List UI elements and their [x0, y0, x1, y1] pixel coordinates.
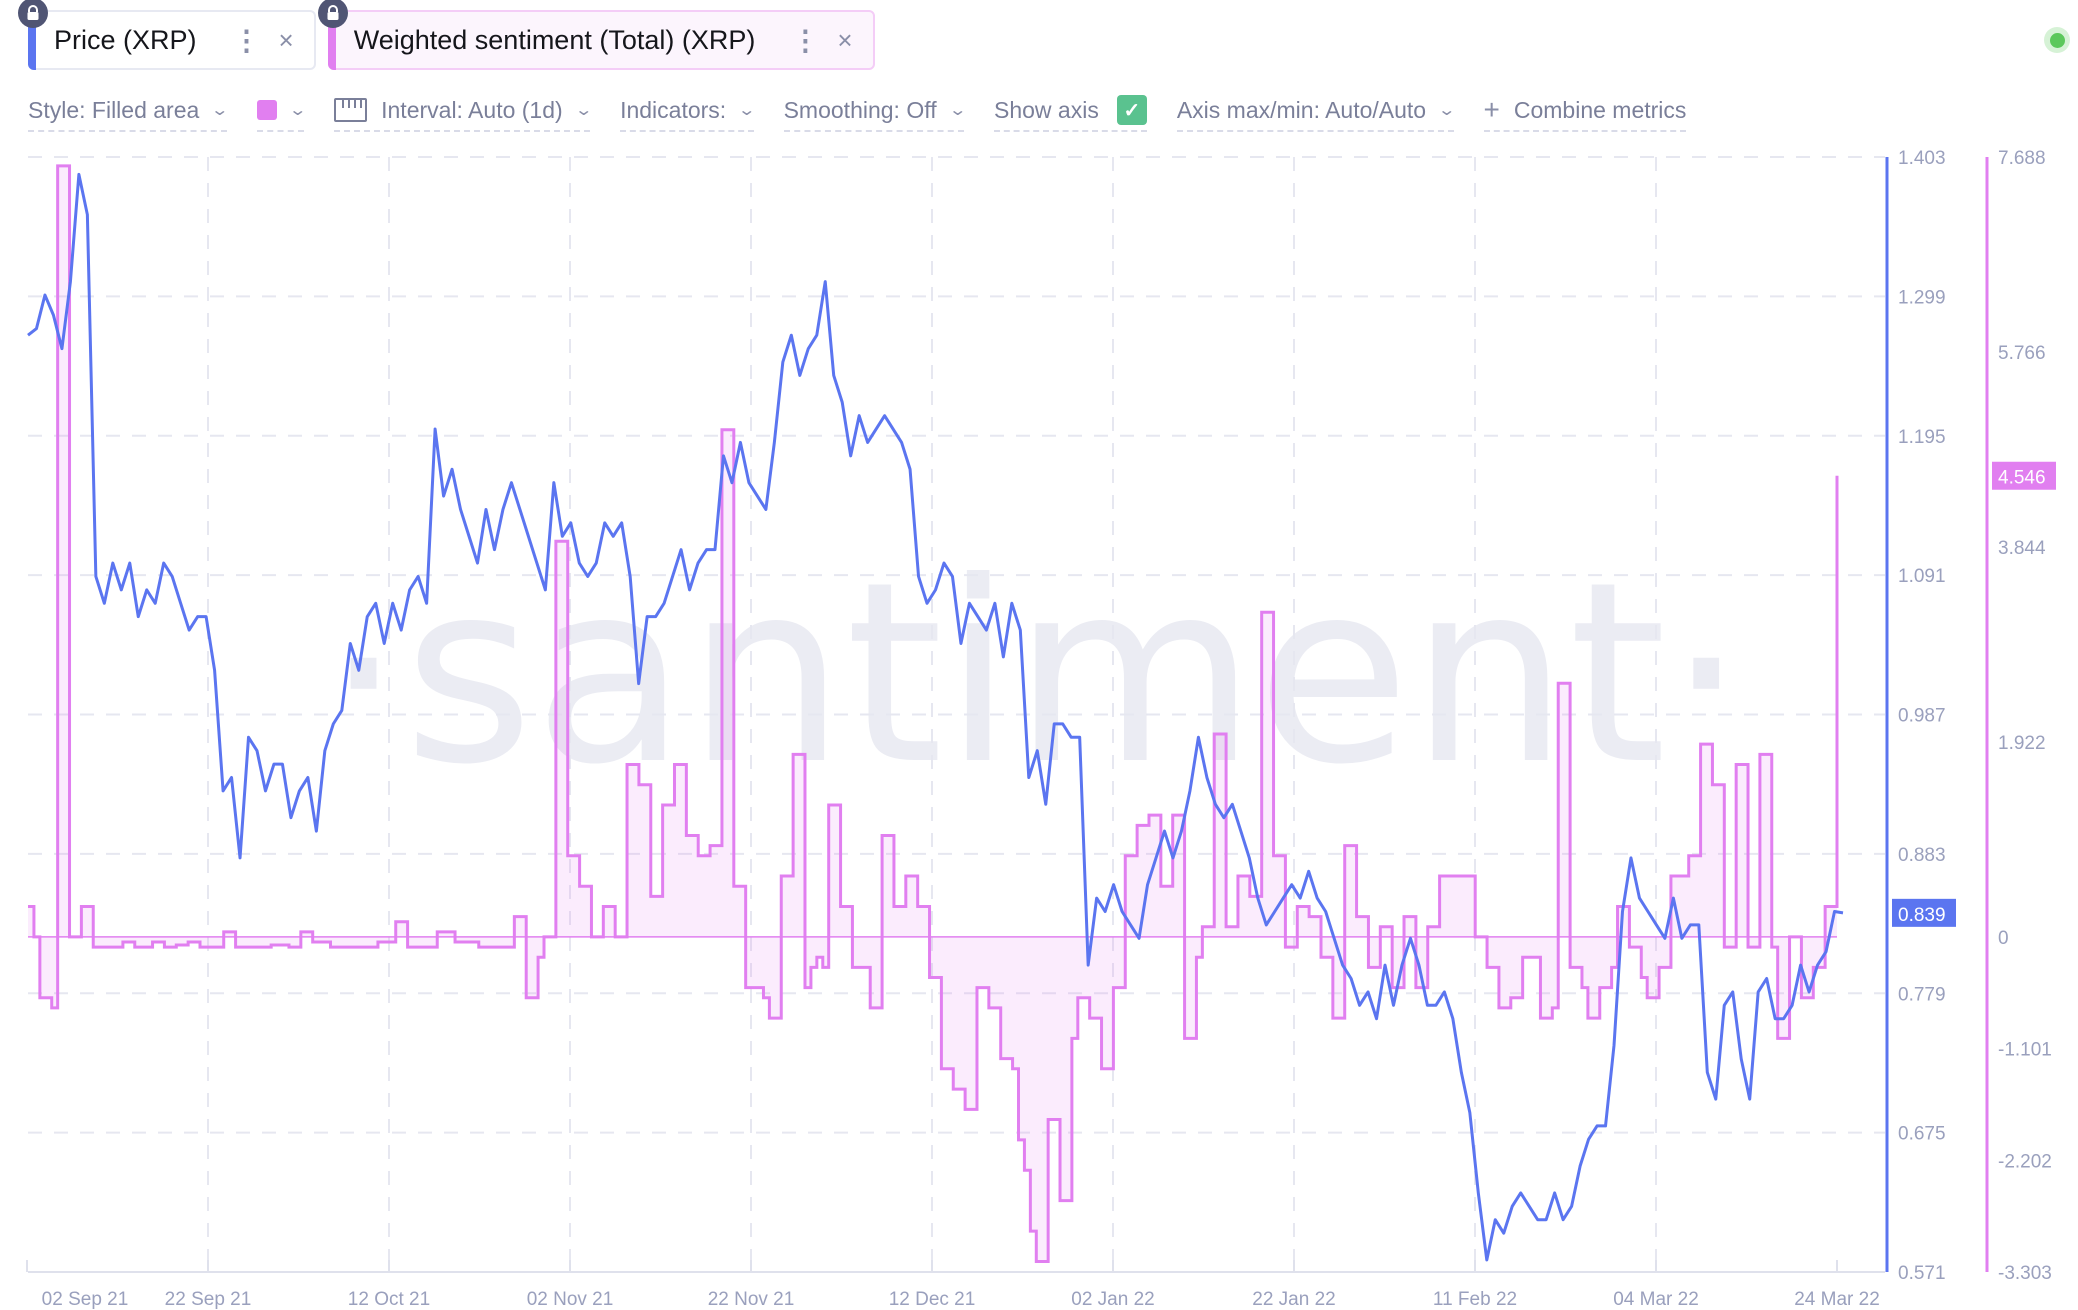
sentiment-line	[28, 164, 1839, 1264]
indicators-dropdown[interactable]: Indicators: ⌄	[620, 92, 757, 132]
interval-dropdown[interactable]: Interval: Auto (1d) ⌄	[334, 92, 593, 132]
x-axis-tick-label: 24 Mar 22	[1794, 1289, 1880, 1310]
price-axis-tick-label: 0.675	[1898, 1124, 1946, 1145]
interval-icon	[334, 98, 368, 122]
plus-icon: +	[1483, 94, 1500, 125]
x-axis-tick-label: 22 Nov 21	[708, 1289, 795, 1310]
sentiment-axis-tick-label: 3.844	[1998, 538, 2046, 559]
style-dropdown[interactable]: Style: Filled area ⌄	[28, 92, 230, 132]
x-axis-tick-label: 11 Feb 22	[1433, 1289, 1517, 1310]
show-axis-label: Show axis	[994, 96, 1099, 123]
checkbox-checked-icon[interactable]: ✓	[1116, 95, 1147, 125]
metric-label: Price (XRP)	[54, 24, 197, 55]
sentiment-axis-tick-label: 0	[1998, 928, 2009, 949]
metric-color-bar	[28, 10, 36, 70]
close-icon[interactable]: ×	[837, 24, 853, 55]
metric-tabs: Price (XRP) ⋮ × Weighted sentiment (Tota…	[18, 0, 875, 70]
close-icon[interactable]: ×	[278, 24, 294, 55]
chevron-down-icon: ⌄	[947, 102, 967, 119]
sentiment-axis-tick-label: -2.202	[1998, 1151, 2052, 1172]
price-axis-tick-label: 0.571	[1898, 1263, 1946, 1284]
interval-label: Interval: Auto (1d)	[381, 96, 563, 123]
price-axis-tick-label: 1.195	[1898, 427, 1946, 448]
status-indicator-icon	[2044, 27, 2070, 53]
smoothing-dropdown[interactable]: Smoothing: Off ⌄	[783, 92, 967, 132]
x-axis-tick-label: 04 Mar 22	[1613, 1289, 1699, 1310]
metric-tab-weighted-sentiment[interactable]: Weighted sentiment (Total) (XRP) ⋮ ×	[317, 0, 875, 70]
price-last-value: 0.839	[1898, 905, 1946, 926]
metric-color-bar	[327, 10, 336, 70]
chevron-down-icon: ⌄	[1437, 102, 1457, 119]
metric-tab-price[interactable]: Price (XRP) ⋮ ×	[18, 0, 316, 70]
chart-toolbar: Style: Filled area ⌄ ⌄ Interval: Auto (1…	[28, 92, 1716, 132]
axis-maxmin-dropdown[interactable]: Axis max/min: Auto/Auto ⌄	[1176, 92, 1457, 132]
santiment-watermark: ·santiment·	[324, 528, 1746, 819]
chevron-down-icon: ⌄	[737, 102, 757, 119]
metric-label: Weighted sentiment (Total) (XRP)	[353, 24, 756, 55]
x-axis-tick-label: 02 Jan 22	[1071, 1289, 1154, 1310]
price-axis-tick-label: 1.299	[1898, 287, 1946, 308]
x-axis-tick-label: 02 Nov 21	[527, 1289, 614, 1310]
price-axis-tick-label: 0.883	[1898, 845, 1946, 866]
style-label: Style: Filled area	[28, 96, 200, 123]
x-axis-tick-label: 22 Sep 21	[165, 1289, 252, 1310]
sentiment-axis-tick-label: 5.766	[1998, 343, 2046, 364]
combine-metrics-label: Combine metrics	[1513, 96, 1687, 123]
color-swatch	[256, 100, 277, 120]
sentiment-axis-tick-label: 1.922	[1998, 733, 2046, 754]
price-axis-tick-label: 0.987	[1898, 706, 1946, 727]
lock-icon	[18, 0, 48, 28]
sentiment-axis-tick-label: -1.101	[1998, 1040, 2052, 1061]
price-axis-tick-label: 0.779	[1898, 984, 1946, 1005]
axis-maxmin-label: Axis max/min: Auto/Auto	[1176, 96, 1427, 123]
chevron-down-icon: ⌄	[210, 102, 230, 119]
combine-metrics-button[interactable]: + Combine metrics	[1483, 92, 1687, 132]
sentiment-last-value: 4.546	[1998, 468, 2046, 489]
chevron-down-icon: ⌄	[288, 102, 307, 119]
price-line	[27, 172, 1844, 1262]
show-axis-toggle[interactable]: Show axis ✓	[994, 92, 1147, 132]
x-axis-tick-label: 02 Sep 21	[42, 1289, 129, 1310]
x-axis-tick-label: 22 Jan 22	[1252, 1289, 1335, 1310]
price-last-value-badge	[1892, 898, 1956, 927]
x-axis-tick-label: 12 Dec 21	[889, 1289, 976, 1310]
chevron-down-icon: ⌄	[573, 102, 593, 119]
sentiment-last-value-badge	[1992, 461, 2056, 490]
lock-icon	[317, 0, 348, 28]
sentiment-axis-tick-label: -3.303	[1998, 1263, 2052, 1284]
color-picker[interactable]: ⌄	[256, 92, 307, 132]
sentiment-axis-tick-label: 7.688	[1998, 148, 2046, 169]
indicators-label: Indicators:	[620, 96, 727, 123]
price-axis-tick-label: 1.091	[1898, 566, 1946, 587]
price-axis-tick-label: 1.403	[1898, 148, 1946, 169]
x-axis-tick-label: 12 Oct 21	[348, 1289, 430, 1310]
smoothing-label: Smoothing: Off	[783, 96, 937, 123]
